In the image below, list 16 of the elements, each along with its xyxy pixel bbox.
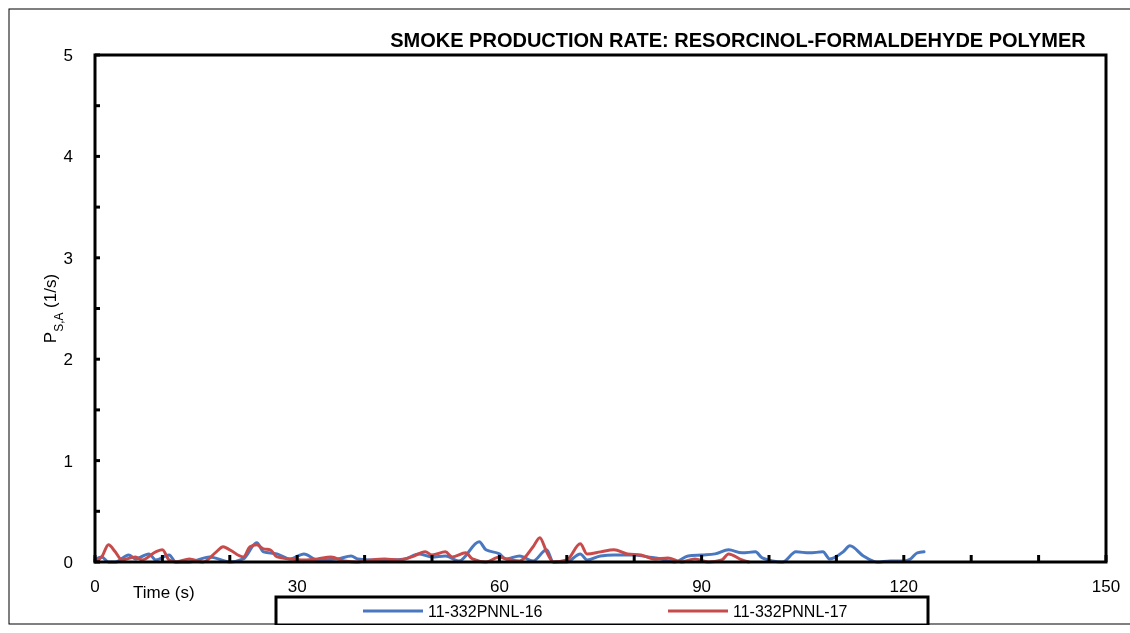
y-tick-label: 4 — [63, 147, 73, 167]
x-axis-title: Time (s) — [133, 583, 195, 602]
y-tick-label: 3 — [63, 248, 73, 268]
x-tick-label: 120 — [889, 577, 918, 596]
x-tick-label: 30 — [287, 577, 307, 596]
chart-title: SMOKE PRODUCTION RATE: RESORCINOL-FORMALDEHYDE POLYMER — [389, 28, 1087, 52]
y-tick-label: 1 — [63, 451, 73, 471]
x-tick-label: 60 — [489, 577, 509, 596]
x-tick-label: 150 — [1091, 577, 1121, 596]
legend-label: 11-332PNNL-17 — [733, 603, 848, 620]
x-tick-label: 90 — [692, 577, 712, 596]
x-tick-label: 0 — [90, 577, 100, 596]
y-tick-label: 5 — [63, 46, 73, 65]
legend-label: 11-332PNNL-16 — [428, 603, 543, 620]
y-tick-label: 2 — [63, 350, 73, 370]
y-tick-label: 0 — [63, 553, 73, 572]
